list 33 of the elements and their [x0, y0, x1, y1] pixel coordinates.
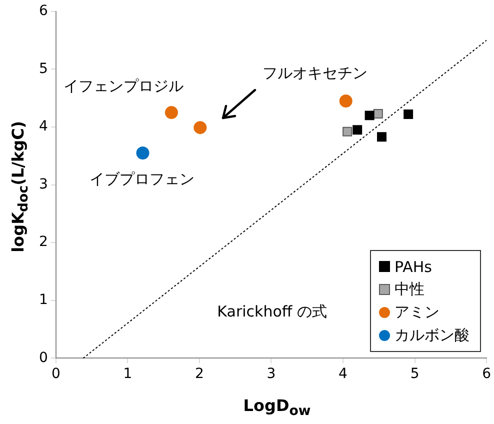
annotation: イフェンプロジル: [64, 77, 184, 96]
point: [194, 121, 207, 134]
point: [342, 126, 352, 136]
x-tick-label: 6: [482, 366, 492, 382]
legend-label: 中性: [394, 280, 425, 300]
y-tick-label: 5: [38, 60, 48, 77]
x-tick-label: 2: [194, 366, 204, 382]
point: [352, 125, 362, 135]
y-tick-label: 6: [38, 3, 48, 20]
point: [364, 110, 374, 120]
y-tick-label: 2: [38, 234, 48, 250]
legend-label: アミン: [394, 303, 440, 322]
x-tick-label: 4: [338, 366, 348, 382]
point: [404, 110, 414, 120]
x-tick-label: 1: [123, 366, 132, 382]
legend-label: カルボン酸: [394, 326, 470, 346]
point: [164, 106, 178, 120]
y-tick-label: 1: [38, 292, 48, 308]
y-tick-label: 0: [38, 350, 48, 366]
legend-label: PAHs: [394, 258, 432, 276]
point: [339, 94, 352, 108]
y-tick-label: 4: [38, 118, 48, 135]
y-tick-label: 3: [38, 176, 48, 192]
annotation: フルオキセチン: [262, 64, 368, 82]
x-tick-label: 3: [266, 366, 276, 382]
x-tick-label: 5: [410, 366, 420, 382]
point: [373, 108, 383, 118]
annotation: Karickhoff の式: [217, 302, 327, 321]
x-tick-label: 0: [51, 366, 60, 382]
point: [377, 132, 386, 142]
annotation: イブプロフェン: [90, 170, 195, 188]
point: [136, 146, 150, 160]
x-axis-title: LogD$_{ow}$: [242, 396, 312, 420]
